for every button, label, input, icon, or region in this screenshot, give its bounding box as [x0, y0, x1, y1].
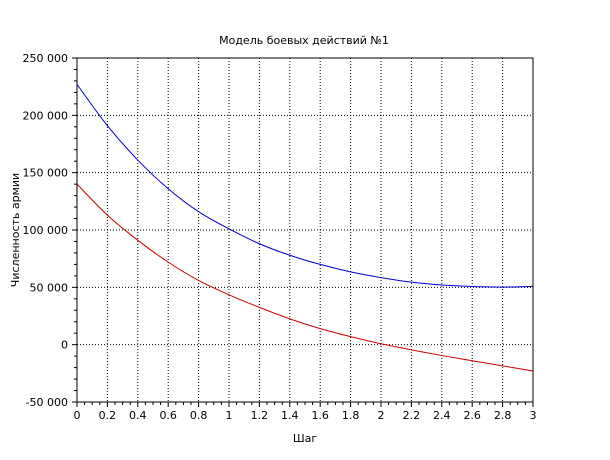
x-tick-label: 1.4	[281, 409, 299, 422]
x-axis: 0 0.2 0.4 0.6 0.8 1 1.2 1.4 1.6 1.8 2 2.2 2.4 2.6 2.8 3	[74, 402, 537, 422]
x-tick-label: 2.6	[463, 409, 481, 422]
x-tick-label: 2.4	[433, 409, 451, 422]
x-tick-label: 0.4	[129, 409, 147, 422]
y-axis-label: Численность армии	[9, 173, 22, 287]
x-tick-label: 3	[530, 409, 537, 422]
x-tick-label: 0.2	[99, 409, 117, 422]
x-tick-label: 0.8	[190, 409, 208, 422]
chart-title: Модель боевых действий №1	[219, 34, 389, 47]
x-tick-label: 2.8	[494, 409, 512, 422]
y-tick-label: 250 000	[23, 52, 69, 65]
x-tick-label: 1.6	[311, 409, 329, 422]
series-line-1	[76, 84, 534, 288]
y-axis: -50 000 0 50 000 100 000 150 000 200 000 250 0…	[23, 52, 77, 409]
x-tick-label: 1.2	[251, 409, 269, 422]
series-line-2	[76, 183, 534, 372]
y-tick-label: 50 000	[30, 281, 69, 294]
x-tick-label: 2.2	[403, 409, 421, 422]
x-tick-label: 2	[378, 409, 385, 422]
y-tick-label: 100 000	[23, 224, 69, 237]
x-axis-label: Шаг	[293, 432, 318, 445]
y-tick-label: 0	[61, 339, 68, 352]
series-layer	[76, 84, 534, 372]
x-tick-label: 0.6	[159, 409, 177, 422]
x-tick-label: 0	[74, 409, 81, 422]
y-tick-label: 150 000	[23, 167, 69, 180]
x-tick-label: 1.8	[342, 409, 360, 422]
x-tick-label: 1	[226, 409, 233, 422]
y-tick-label: 200 000	[23, 109, 69, 122]
y-tick-label: -50 000	[26, 396, 68, 409]
